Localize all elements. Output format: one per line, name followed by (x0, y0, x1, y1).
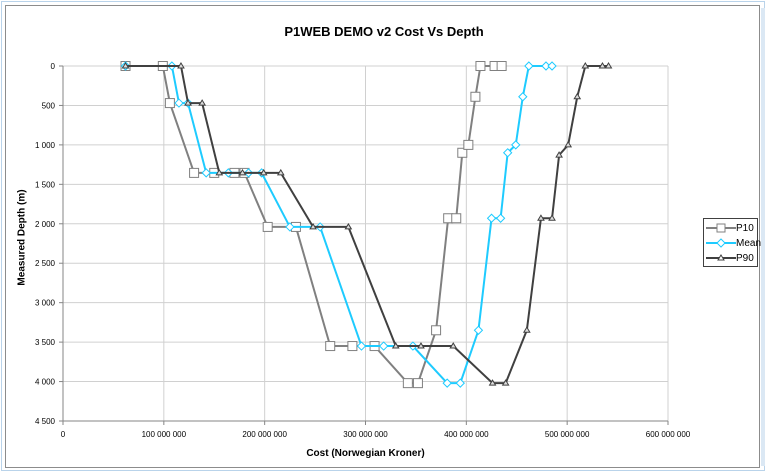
legend-label: Mean (736, 237, 762, 249)
x-tick-label: 0 (61, 430, 66, 439)
x-tick-label: 200 000 000 (242, 430, 287, 439)
data-point-triangle (184, 99, 192, 106)
x-tick-label: 300 000 000 (343, 430, 388, 439)
y-tick-label: 500 (42, 101, 56, 110)
legend-item-mean: Mean (706, 236, 761, 250)
window-edge (761, 8, 765, 466)
data-point-triangle (391, 342, 400, 349)
data-point-square (463, 139, 474, 150)
data-point-diamond (174, 98, 184, 108)
data-point-triangle (537, 214, 545, 221)
data-point-square (164, 98, 175, 109)
y-tick-label: 2 000 (35, 220, 56, 229)
data-point-diamond (455, 378, 465, 388)
data-point-triangle (564, 140, 573, 148)
data-point-square (470, 91, 481, 102)
y-tick-label: 0 (51, 62, 56, 71)
y-axis-label: Measured Depth (m) (16, 189, 28, 286)
data-point-square (412, 378, 423, 389)
legend-item-p90: P90 (706, 251, 754, 265)
data-point-diamond (541, 61, 551, 71)
data-point-diamond (495, 213, 506, 223)
data-point-triangle (598, 62, 607, 69)
y-tick-label: 4 000 (35, 378, 56, 387)
data-point-triangle (604, 62, 613, 69)
data-point-triangle (555, 151, 563, 158)
y-tick-label: 4 500 (35, 417, 56, 426)
legend-label: P90 (736, 252, 754, 264)
data-point-triangle (177, 62, 185, 69)
series-line-p90 (125, 65, 609, 385)
x-tick-label: 500 000 000 (545, 430, 590, 439)
data-point-triangle (121, 62, 130, 69)
legend-item-p10: P10 (706, 221, 754, 235)
data-point-diamond (285, 222, 295, 232)
data-point-triangle (215, 168, 224, 176)
square-marker-icon (706, 223, 736, 233)
data-point-triangle (449, 342, 458, 349)
x-tick-label: 100 000 000 (142, 430, 187, 439)
data-point-square (325, 341, 336, 352)
y-tick-label: 2 500 (35, 259, 56, 268)
data-point-square (451, 213, 462, 224)
x-axis-label: Cost (Norwegian Kroner) (306, 448, 425, 459)
data-point-square (431, 325, 442, 336)
data-point-diamond (511, 140, 521, 150)
data-point-square (457, 147, 468, 158)
data-point-diamond (201, 168, 211, 178)
y-tick-label: 1 000 (35, 141, 56, 150)
x-tick-label: 600 000 000 (646, 430, 691, 439)
data-point-triangle (581, 62, 590, 69)
data-point-square (475, 61, 486, 71)
data-point-triangle (238, 168, 247, 176)
data-point-diamond (518, 92, 528, 102)
chart-area[interactable] (5, 5, 760, 468)
data-point-diamond (547, 61, 557, 71)
y-tick-label: 1 500 (35, 180, 56, 189)
legend[interactable]: P10 Mean P90 (703, 218, 761, 267)
data-point-triangle (276, 168, 285, 176)
data-point-square (347, 341, 358, 352)
data-point-triangle (198, 99, 207, 106)
data-point-diamond (524, 61, 534, 71)
diamond-marker-icon (706, 238, 736, 248)
y-tick-label: 3 500 (35, 338, 56, 347)
data-point-triangle (259, 168, 268, 176)
data-point-diamond (378, 341, 389, 351)
data-point-square (496, 61, 507, 71)
data-point-triangle (309, 222, 317, 230)
chart-title: P1WEB DEMO v2 Cost Vs Depth (284, 24, 484, 39)
data-point-square (402, 378, 413, 389)
data-point-square (262, 221, 273, 232)
series-line-mean (125, 65, 553, 385)
data-point-triangle (488, 379, 497, 386)
legend-label: P10 (736, 222, 754, 234)
data-point-triangle (417, 342, 425, 349)
y-tick-label: 3 000 (35, 299, 56, 308)
data-point-triangle (501, 379, 510, 386)
x-tick-label: 400 000 000 (444, 430, 489, 439)
data-point-diamond (473, 325, 484, 335)
data-point-diamond (486, 213, 497, 223)
data-point-square (189, 167, 200, 178)
data-point-triangle (573, 92, 582, 100)
data-point-diamond (502, 148, 513, 158)
triangle-marker-icon (706, 254, 736, 261)
data-point-diamond (356, 341, 367, 351)
data-point-triangle (548, 214, 556, 221)
data-point-diamond (442, 378, 452, 388)
data-point-triangle (522, 326, 531, 333)
data-point-triangle (344, 222, 353, 230)
